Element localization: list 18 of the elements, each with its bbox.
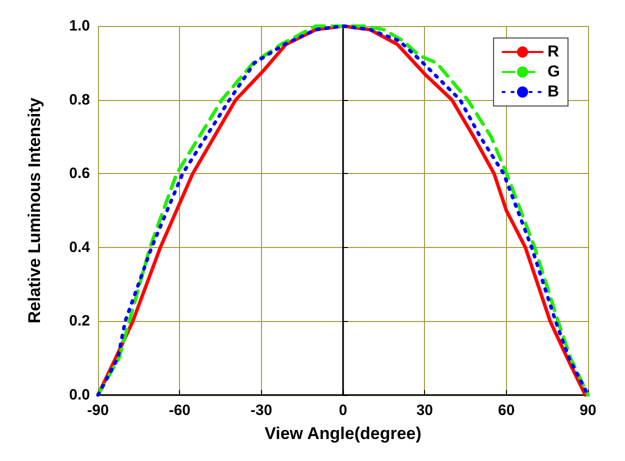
- x-tick-label: -90: [87, 402, 109, 419]
- x-tick-label: 0: [338, 402, 348, 419]
- x-tick-label: 30: [416, 402, 434, 419]
- legend-label: R: [548, 44, 560, 60]
- x-tick-label: 90: [580, 402, 596, 419]
- y-axis-title: Relative Luminous Intensity: [25, 97, 44, 324]
- x-tick-label: -30: [250, 402, 272, 419]
- x-tick-label: 60: [498, 402, 515, 419]
- x-axis-title: View Angle(degree): [264, 424, 422, 443]
- y-tick-label: 0.4: [69, 238, 91, 256]
- legend-label: G: [548, 64, 560, 80]
- x-tick-label: -60: [168, 402, 191, 419]
- y-tick-label: 1.0: [69, 18, 90, 34]
- y-tick-label: 0.2: [69, 312, 90, 330]
- y-tick-label: 0.6: [69, 165, 90, 182]
- y-tick-label: 0.8: [69, 91, 90, 108]
- y-tick-label: 0.0: [69, 386, 90, 404]
- legend-label: B: [548, 84, 560, 100]
